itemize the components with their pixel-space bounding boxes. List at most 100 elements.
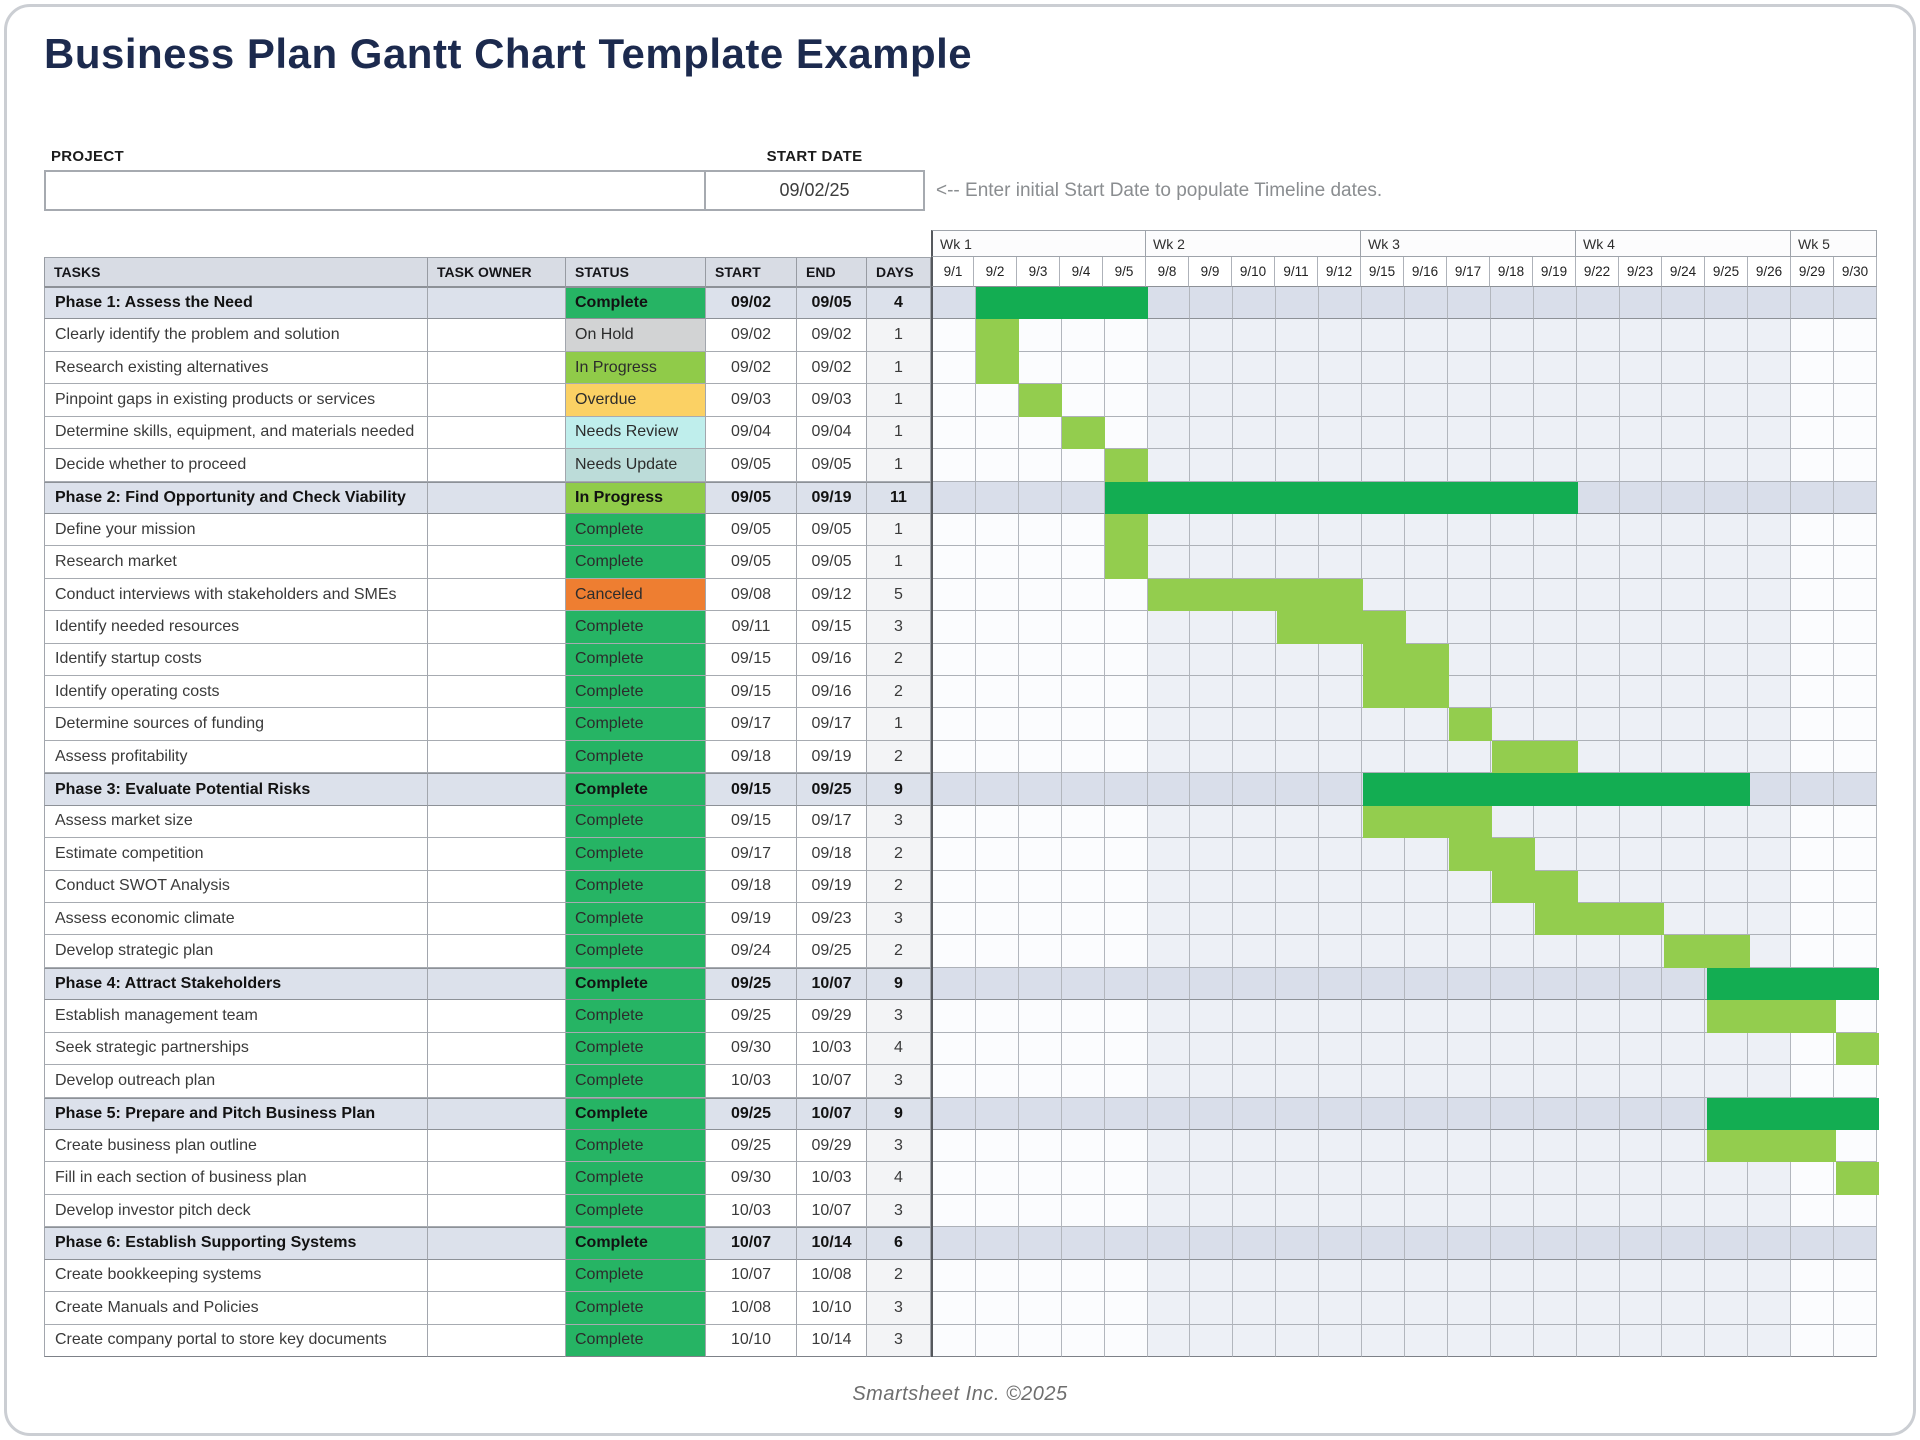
days-cell[interactable]: 5 — [867, 578, 931, 612]
owner-cell[interactable] — [428, 513, 566, 547]
start-cell[interactable]: 09/03 — [706, 384, 797, 417]
start-cell[interactable]: 09/15 — [706, 805, 797, 839]
days-cell[interactable]: 4 — [867, 287, 931, 320]
owner-cell[interactable] — [428, 1097, 566, 1130]
task-cell[interactable]: Define your mission — [44, 513, 428, 547]
status-cell[interactable]: In Progress — [566, 351, 706, 385]
start-cell[interactable]: 09/02 — [706, 287, 797, 320]
status-cell[interactable]: Overdue — [566, 384, 706, 417]
owner-cell[interactable] — [428, 838, 566, 871]
days-cell[interactable]: 2 — [867, 838, 931, 871]
task-cell[interactable]: Seek strategic partnerships — [44, 1032, 428, 1066]
days-cell[interactable]: 3 — [867, 1000, 931, 1033]
owner-cell[interactable] — [428, 676, 566, 709]
owner-cell[interactable] — [428, 643, 566, 677]
status-cell[interactable]: Complete — [566, 903, 706, 936]
end-cell[interactable]: 09/17 — [797, 805, 867, 839]
start-cell[interactable]: 09/25 — [706, 1097, 797, 1130]
owner-cell[interactable] — [428, 1129, 566, 1163]
days-cell[interactable]: 1 — [867, 351, 931, 385]
days-cell[interactable]: 3 — [867, 1065, 931, 1098]
owner-cell[interactable] — [428, 1324, 566, 1357]
owner-cell[interactable] — [428, 708, 566, 741]
end-cell[interactable]: 09/12 — [797, 578, 867, 612]
end-cell[interactable]: 09/25 — [797, 773, 867, 806]
start-cell[interactable]: 09/25 — [706, 1000, 797, 1033]
owner-cell[interactable] — [428, 903, 566, 936]
end-cell[interactable]: 10/03 — [797, 1162, 867, 1195]
days-cell[interactable]: 1 — [867, 319, 931, 352]
days-cell[interactable]: 2 — [867, 643, 931, 677]
task-cell[interactable]: Estimate competition — [44, 838, 428, 871]
status-cell[interactable]: Complete — [566, 1032, 706, 1066]
status-cell[interactable]: Complete — [566, 611, 706, 644]
days-cell[interactable]: 1 — [867, 416, 931, 450]
days-cell[interactable]: 11 — [867, 481, 931, 514]
owner-cell[interactable] — [428, 1227, 566, 1260]
end-cell[interactable]: 09/25 — [797, 935, 867, 968]
owner-cell[interactable] — [428, 1194, 566, 1228]
owner-cell[interactable] — [428, 967, 566, 1001]
owner-cell[interactable] — [428, 1032, 566, 1066]
owner-cell[interactable] — [428, 1259, 566, 1293]
owner-cell[interactable] — [428, 773, 566, 806]
task-cell[interactable]: Create business plan outline — [44, 1129, 428, 1163]
end-cell[interactable]: 09/19 — [797, 740, 867, 774]
task-cell[interactable]: Conduct SWOT Analysis — [44, 870, 428, 904]
days-cell[interactable]: 4 — [867, 1032, 931, 1066]
days-cell[interactable]: 3 — [867, 805, 931, 839]
task-cell[interactable]: Clearly identify the problem and solutio… — [44, 319, 428, 352]
start-cell[interactable]: 09/05 — [706, 449, 797, 482]
status-cell[interactable]: Complete — [566, 287, 706, 320]
status-cell[interactable]: Complete — [566, 1129, 706, 1163]
task-cell[interactable]: Assess profitability — [44, 740, 428, 774]
task-cell[interactable]: Create Manuals and Policies — [44, 1292, 428, 1325]
status-cell[interactable]: Complete — [566, 1097, 706, 1130]
task-cell[interactable]: Phase 1: Assess the Need — [44, 287, 428, 320]
end-cell[interactable]: 09/05 — [797, 287, 867, 320]
status-cell[interactable]: Complete — [566, 773, 706, 806]
end-cell[interactable]: 10/14 — [797, 1227, 867, 1260]
days-cell[interactable]: 1 — [867, 449, 931, 482]
end-cell[interactable]: 10/14 — [797, 1324, 867, 1357]
status-cell[interactable]: Complete — [566, 513, 706, 547]
task-cell[interactable]: Phase 6: Establish Supporting Systems — [44, 1227, 428, 1260]
owner-cell[interactable] — [428, 319, 566, 352]
days-cell[interactable]: 4 — [867, 1162, 931, 1195]
end-cell[interactable]: 10/07 — [797, 1097, 867, 1130]
status-cell[interactable]: Complete — [566, 643, 706, 677]
status-cell[interactable]: Complete — [566, 740, 706, 774]
task-cell[interactable]: Create bookkeeping systems — [44, 1259, 428, 1293]
status-cell[interactable]: Complete — [566, 838, 706, 871]
start-cell[interactable]: 09/19 — [706, 903, 797, 936]
days-cell[interactable]: 9 — [867, 967, 931, 1001]
status-cell[interactable]: Complete — [566, 1292, 706, 1325]
owner-cell[interactable] — [428, 287, 566, 320]
task-cell[interactable]: Conduct interviews with stakeholders and… — [44, 578, 428, 612]
task-cell[interactable]: Decide whether to proceed — [44, 449, 428, 482]
end-cell[interactable]: 10/10 — [797, 1292, 867, 1325]
owner-cell[interactable] — [428, 870, 566, 904]
owner-cell[interactable] — [428, 578, 566, 612]
days-cell[interactable]: 3 — [867, 1194, 931, 1228]
status-cell[interactable]: Complete — [566, 676, 706, 709]
owner-cell[interactable] — [428, 1162, 566, 1195]
end-cell[interactable]: 09/15 — [797, 611, 867, 644]
start-date-input[interactable]: 09/02/25 — [704, 170, 925, 211]
owner-cell[interactable] — [428, 1065, 566, 1098]
end-cell[interactable]: 10/07 — [797, 1065, 867, 1098]
end-cell[interactable]: 09/02 — [797, 351, 867, 385]
start-cell[interactable]: 09/11 — [706, 611, 797, 644]
start-cell[interactable]: 10/10 — [706, 1324, 797, 1357]
days-cell[interactable]: 1 — [867, 708, 931, 741]
end-cell[interactable]: 10/07 — [797, 967, 867, 1001]
days-cell[interactable]: 3 — [867, 903, 931, 936]
task-cell[interactable]: Fill in each section of business plan — [44, 1162, 428, 1195]
start-cell[interactable]: 09/17 — [706, 838, 797, 871]
task-cell[interactable]: Create company portal to store key docum… — [44, 1324, 428, 1357]
days-cell[interactable]: 2 — [867, 740, 931, 774]
start-cell[interactable]: 09/24 — [706, 935, 797, 968]
start-cell[interactable]: 09/30 — [706, 1032, 797, 1066]
task-cell[interactable]: Assess economic climate — [44, 903, 428, 936]
end-cell[interactable]: 09/29 — [797, 1000, 867, 1033]
